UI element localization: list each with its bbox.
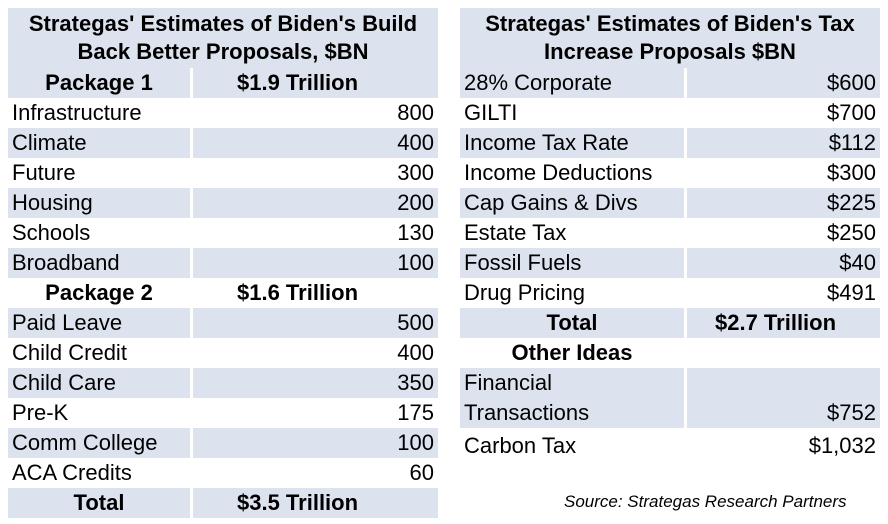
table-row: Paid Leave 500 [8,308,438,338]
source-note: Source: Strategas Research Partners [564,492,847,511]
row-value: $600 [684,68,880,98]
row-value: 400 [190,338,438,368]
row-name: Income Deductions [460,158,684,188]
table-row: Estate Tax $250 [460,218,880,248]
row-value: 100 [190,248,438,278]
financial-value: $752 [684,398,880,428]
row-name: Carbon Tax [460,428,684,461]
row-name: Drug Pricing [460,278,684,308]
total-label: Total [8,488,190,518]
total-amount: $3.5 Trillion [190,488,438,518]
row-value: $700 [684,98,880,128]
bbb-table-title: Strategas' Estimates of Biden's Build Ba… [8,8,438,68]
row-name: ACA Credits [8,458,190,488]
table-row: Income Tax Rate $112 [460,128,880,158]
row-name: Comm College [8,428,190,458]
table-row: Income Deductions $300 [460,158,880,188]
package1-label: Package 1 [8,68,190,98]
package2-label: Package 2 [8,278,190,308]
table-row: 28% Corporate $600 [460,68,880,98]
row-name: Housing [8,188,190,218]
row-name: Income Tax Rate [460,128,684,158]
row-name: Estate Tax [460,218,684,248]
total-label: Total [460,308,684,338]
table-row: Comm College 100 [8,428,438,458]
other-ideas-value [684,338,880,368]
row-name: Pre-K [8,398,190,428]
row-value: 60 [190,458,438,488]
row-value: $225 [684,188,880,218]
row-value: $300 [684,158,880,188]
package1-amount: $1.9 Trillion [190,68,438,98]
financial-spacer [684,368,880,398]
row-value: $250 [684,218,880,248]
row-name: Fossil Fuels [460,248,684,278]
table-row: Broadband 100 [8,248,438,278]
row-name: Schools [8,218,190,248]
financial-label-line2: Transactions [460,398,684,428]
table-row: Schools 130 [8,218,438,248]
other-ideas-label: Other Ideas [460,338,684,368]
table-row: Child Care 350 [8,368,438,398]
row-name: 28% Corporate [460,68,684,98]
row-value: 175 [190,398,438,428]
table-row: Cap Gains & Divs $225 [460,188,880,218]
row-name: Cap Gains & Divs [460,188,684,218]
row-value: 100 [190,428,438,458]
row-name: Climate [8,128,190,158]
table-row: Carbon Tax $1,032 [460,428,880,461]
bbb-proposals-table: Strategas' Estimates of Biden's Build Ba… [8,8,438,518]
table-row: Future 300 [8,158,438,188]
package2-amount: $1.6 Trillion [190,278,438,308]
row-name: GILTI [460,98,684,128]
row-name: Child Credit [8,338,190,368]
table-row: Drug Pricing $491 [460,278,880,308]
table-row: Pre-K 175 [8,398,438,428]
row-name: Child Care [8,368,190,398]
row-value: 130 [190,218,438,248]
row-value: 200 [190,188,438,218]
table-row: Climate 400 [8,128,438,158]
row-value: 800 [190,98,438,128]
table-row: Child Credit 400 [8,338,438,368]
row-value: $40 [684,248,880,278]
row-value: 500 [190,308,438,338]
table-row: ACA Credits 60 [8,458,438,488]
row-value: $112 [684,128,880,158]
table-row: Infrastructure 800 [8,98,438,128]
row-value: 350 [190,368,438,398]
total-amount: $2.7 Trillion [684,308,880,338]
financial-label-line1: Financial [460,368,684,398]
table-row: Housing 200 [8,188,438,218]
row-name: Broadband [8,248,190,278]
table-row: Fossil Fuels $40 [460,248,880,278]
row-name: Paid Leave [8,308,190,338]
table-row: GILTI $700 [460,98,880,128]
row-name: Infrastructure [8,98,190,128]
row-value: 300 [190,158,438,188]
row-value: $1,032 [684,428,880,461]
tax-table-title: Strategas' Estimates of Biden's Tax Incr… [460,8,880,68]
tax-proposals-table: Strategas' Estimates of Biden's Tax Incr… [460,8,880,461]
row-name: Future [8,158,190,188]
row-value: $491 [684,278,880,308]
row-value: 400 [190,128,438,158]
